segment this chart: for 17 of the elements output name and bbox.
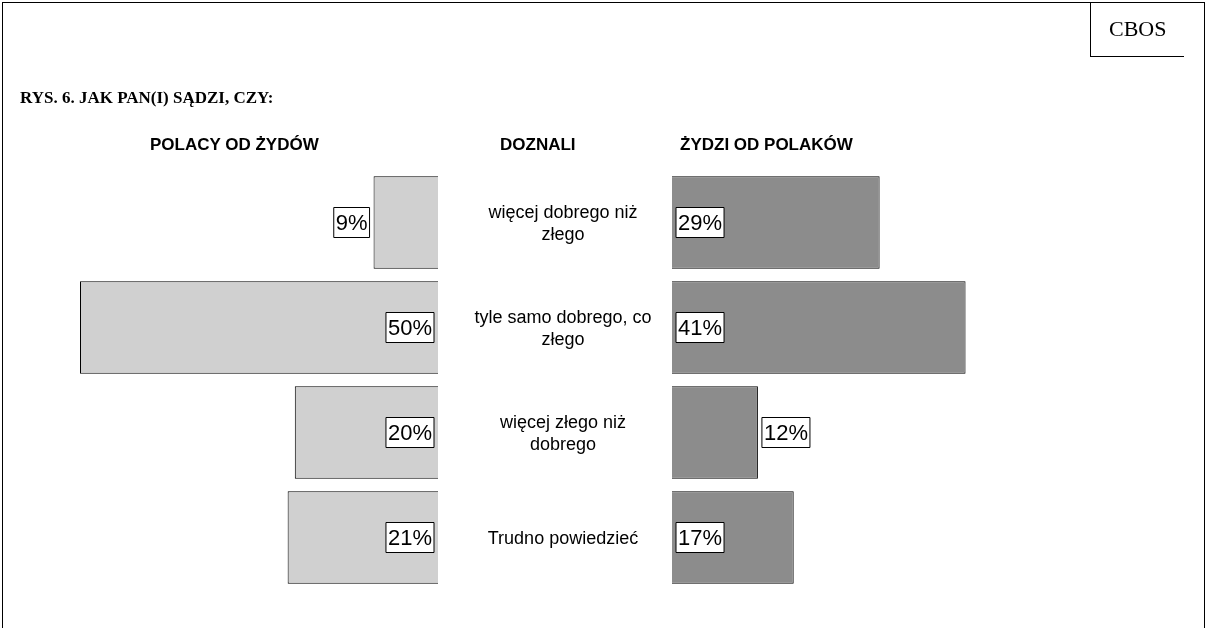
data-label: 41% — [678, 314, 723, 340]
data-label: 9% — [335, 209, 368, 235]
data-label: 29% — [678, 209, 723, 235]
data-label: 12% — [763, 419, 808, 445]
y-tick-label: więcej dobrego niż złego — [487, 200, 639, 245]
y-tick-label: tyle samo dobrego, co złego — [473, 305, 653, 350]
y-tick-label: Trudno powiedzieć — [486, 526, 640, 549]
text: DOZNALI — [500, 135, 576, 155]
data-label: 17% — [678, 524, 723, 550]
data-label: 20% — [387, 419, 433, 445]
data-label: 21% — [387, 524, 433, 550]
data-label: 50% — [387, 314, 433, 340]
text: CBOS — [1090, 2, 1185, 57]
chart-title: RYS. 6. JAK PAN(I) SĄDZI, CZY: — [20, 88, 274, 108]
chart-subtitle: ŻYDZI OD POLAKÓW — [680, 135, 853, 155]
chart-subtitle: POLACY OD ŻYDÓW — [150, 135, 319, 155]
y-tick-label: więcej złego niż dobrego — [498, 410, 628, 455]
